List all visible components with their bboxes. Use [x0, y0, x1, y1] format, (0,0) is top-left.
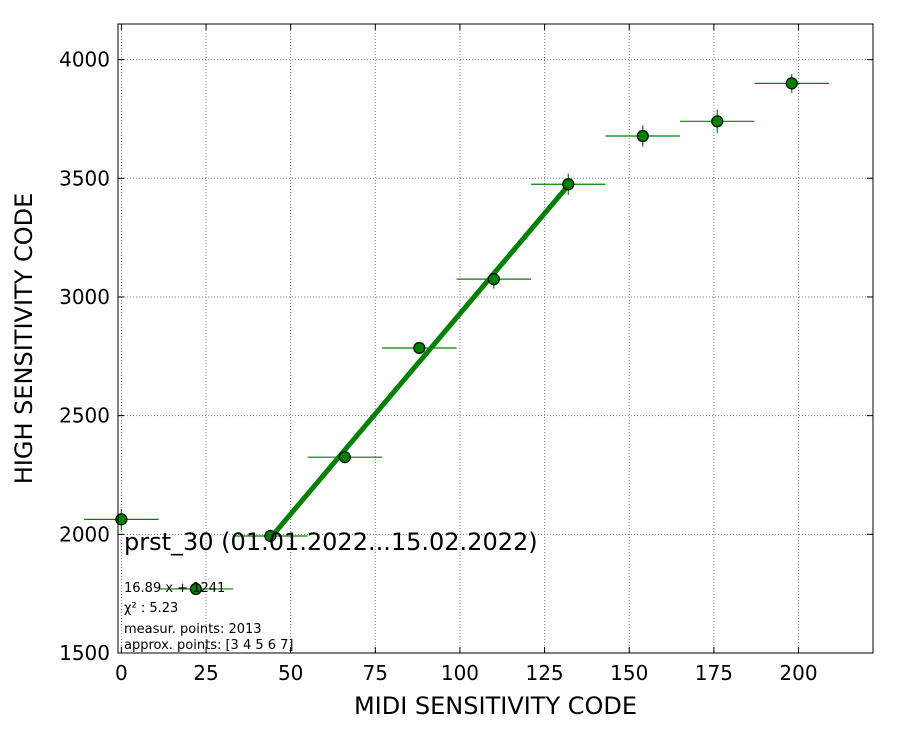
data-point	[680, 109, 755, 134]
x-tick-label: 25	[193, 661, 218, 685]
data-point	[754, 73, 829, 93]
x-tick-label: 75	[363, 661, 388, 685]
point-marker	[636, 129, 649, 143]
data-point	[382, 341, 457, 355]
point-marker	[711, 115, 724, 128]
y-axis-label: HIGH SENSITIVITY CODE	[10, 193, 38, 485]
annotation-chi-square: χ² : 5.23	[124, 601, 178, 616]
x-tick-label: 200	[779, 661, 817, 685]
x-tick-label: 0	[115, 661, 128, 685]
point-marker	[338, 451, 351, 464]
data-point	[233, 529, 308, 543]
data-point	[456, 269, 532, 289]
point-marker	[115, 513, 128, 526]
axis-ticks: 0 25 50 75 100 125 150 175 200 1500 2000 2500 3000 35…	[59, 24, 873, 685]
y-tick-label: 3000	[59, 285, 110, 309]
data-point	[307, 451, 383, 464]
data-point	[605, 125, 681, 147]
plot-frame	[117, 23, 874, 654]
point-marker	[413, 341, 426, 355]
x-tick-label: 50	[278, 661, 303, 685]
point-marker	[785, 77, 798, 90]
x-tick-label: 100	[441, 661, 479, 685]
y-tick-label: 1500	[59, 641, 110, 665]
point-marker	[487, 273, 500, 286]
annotation-title: prst_30 (01.01.2022...15.02.2022)	[124, 528, 538, 556]
y-tick-label: 3500	[59, 166, 110, 190]
annotation-approx-points: approx. points: [3 4 5 6 7]	[124, 638, 294, 653]
point-marker	[264, 529, 277, 543]
x-tick-label: 150	[610, 661, 648, 685]
data-point	[84, 508, 159, 531]
annotation-measur-points: measur. points: 2013	[124, 622, 262, 637]
y-tick-label: 4000	[59, 48, 110, 72]
annotation-equation: 16.89 x + 1241	[124, 581, 225, 596]
x-tick-label: 175	[695, 661, 733, 685]
point-marker	[562, 178, 575, 191]
data-point	[531, 173, 606, 195]
x-tick-label: 125	[525, 661, 563, 685]
x-axis-label: MIDI SENSITIVITY CODE	[354, 692, 637, 720]
data-point	[158, 582, 234, 596]
point-marker	[189, 582, 202, 596]
y-tick-label: 2500	[59, 404, 110, 428]
data-points	[84, 73, 829, 596]
y-tick-label: 2000	[59, 522, 110, 546]
fit-line-group	[268, 183, 571, 540]
fit-line	[268, 183, 571, 540]
